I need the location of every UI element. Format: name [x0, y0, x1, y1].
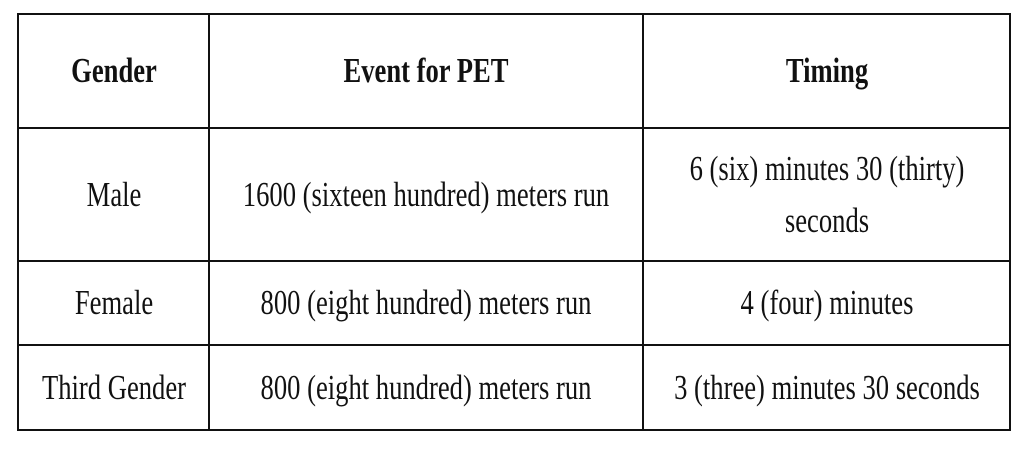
header-text: Timing	[785, 51, 868, 90]
cell-text: 1600 (sixteen hundred) meters run	[242, 174, 610, 214]
table-cell: 4 (four) minutes	[642, 260, 1011, 346]
cell-text: 6 (six) minutes 30 (thirty) seconds	[689, 148, 964, 240]
header-cell: Gender	[17, 13, 210, 129]
table-cell: 6 (six) minutes 30 (thirty) seconds	[642, 127, 1011, 262]
table-cell: Third Gender	[17, 344, 210, 431]
table-cell: Female	[17, 260, 210, 346]
header-text: Gender	[70, 51, 157, 90]
table-cell: 1600 (sixteen hundred) meters run	[208, 127, 644, 262]
cell-text: Third Gender	[41, 367, 186, 407]
table-cell: 800 (eight hundred) meters run	[208, 260, 644, 346]
header-cell: Event for PET	[208, 13, 644, 129]
table-cell: 800 (eight hundred) meters run	[208, 344, 644, 431]
cell-text: 4 (four) minutes	[740, 283, 913, 322]
cell-text: 800 (eight hundred) meters run	[260, 367, 592, 407]
table-cell: Male	[17, 127, 210, 262]
table-cell: 3 (three) minutes 30 seconds	[642, 344, 1011, 431]
cell-text: 3 (three) minutes 30 seconds	[673, 367, 980, 407]
header-cell: Timing	[642, 13, 1011, 129]
cell-text: 800 (eight hundred) meters run	[260, 283, 592, 322]
cell-text: Male	[86, 174, 141, 214]
header-text: Event for PET	[343, 51, 509, 90]
cell-text: Female	[74, 283, 153, 322]
